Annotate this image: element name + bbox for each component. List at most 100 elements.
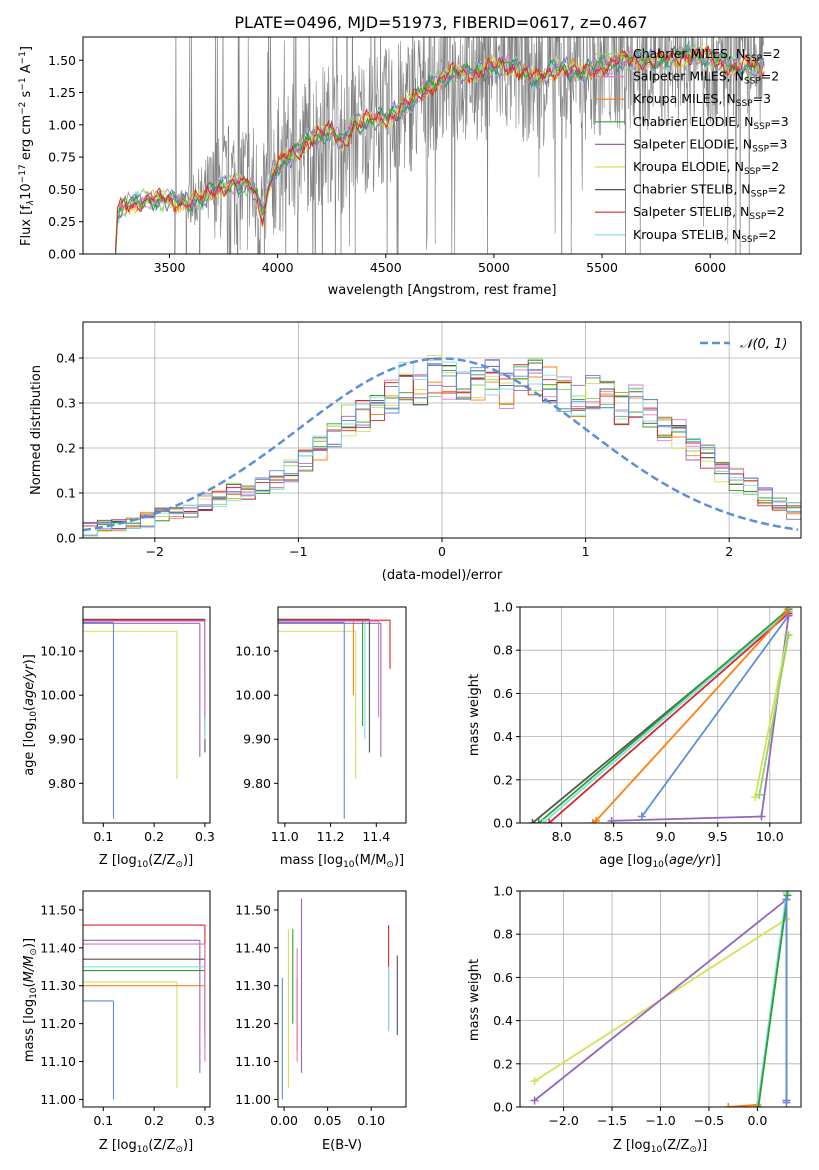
x-axis-label: mass [log10(M/M⊙)] [280, 853, 404, 870]
plot-weight-age: 8.0 8.5 9.0 9.5 10.0 0.0 0.2 0.4 0.6 0.8 1.0 age [l… [467, 600, 802, 870]
weight-series [756, 893, 788, 1107]
y-tick-label: 0.6 [493, 970, 513, 985]
legend: Chabrier MILES, NSSP=2 Salpeter MILES, NS… [595, 46, 789, 245]
x-tick-label: −0.5 [694, 1113, 724, 1128]
histogram-series [83, 359, 801, 530]
weight-marker [530, 1096, 539, 1105]
x-tick-label: 11.0 [271, 829, 299, 844]
legend-label: Chabrier STELIB, NSSP=2 [633, 182, 786, 200]
plot-area [83, 618, 206, 819]
weight-marker [782, 895, 791, 904]
weight-marker [751, 793, 760, 802]
y-axis-label: Normed distribution [29, 365, 44, 495]
weight-marker [591, 816, 600, 823]
x-tick-label: 0.3 [195, 1113, 215, 1128]
x-tick-label: 0.00 [270, 1113, 298, 1128]
y-tick-label: 0.8 [493, 643, 513, 658]
plot-area [528, 607, 793, 823]
model-spectrum [114, 44, 765, 245]
y-tick-label: 10.10 [235, 644, 271, 659]
figure-title: PLATE=0496, MJD=51973, FIBERID=0617, z=0… [234, 13, 647, 32]
weight-marker [534, 819, 543, 823]
legend-label: Kroupa MILES, NSSP=3 [633, 91, 771, 109]
y-tick-label: 10.00 [235, 688, 271, 703]
plot-residuals: −2 −1 0 1 2 0.0 0.1 0.2 0.3 0.4 𝒩(0, 1) (data-model… [29, 321, 802, 583]
y-tick-label: 0.00 [48, 247, 76, 262]
weight-marker [783, 891, 792, 900]
y-tick-label: 0.3 [56, 396, 76, 411]
axes-frame [82, 36, 802, 255]
x-tick-label: 10.0 [756, 829, 784, 844]
x-axis-label: (data-model)/error [382, 568, 503, 583]
weight-marker [757, 812, 766, 821]
y-tick-label: 9.80 [243, 776, 271, 791]
y-tick-label: 11.50 [40, 902, 76, 917]
y-axis-label: mass weight [467, 959, 482, 1041]
x-tick-label: −1 [289, 544, 307, 559]
y-tick-label: 0.8 [493, 927, 513, 942]
y-tick-label: 0.1 [56, 486, 76, 501]
y-tick-label: 0.2 [56, 441, 76, 456]
legend-label: 𝒩(0, 1) [740, 337, 787, 352]
x-tick-label: 6000 [694, 260, 726, 275]
y-axis-label: mass weight [467, 674, 482, 756]
weight-marker [528, 819, 537, 823]
x-tick-label: −2 [146, 544, 164, 559]
weight-series [757, 895, 789, 1107]
gaussian-curve [83, 357, 799, 532]
y-tick-label: 1.00 [48, 117, 76, 132]
y-tick-label: 0.25 [48, 214, 76, 229]
plot-mass-Z: 0.1 0.2 0.3 11.00 11.10 11.20 11.30 11.40 11.50 Z… [22, 890, 215, 1155]
histogram-series [83, 359, 801, 531]
x-tick-label: 0.2 [144, 829, 164, 844]
plot-age-Z: 0.1 0.2 0.3 9.80 9.90 10.00 10.10 Z [log10(Z/Z⊙… [22, 606, 215, 870]
weight-marker [784, 611, 793, 620]
axes-frame [82, 890, 211, 1108]
y-tick-label: 10.00 [40, 688, 76, 703]
y-tick-label: 0.4 [56, 351, 76, 366]
weight-marker [754, 1103, 763, 1107]
plot-mass-EBV: 0.00 0.05 0.10 11.00 11.10 11.20 11.30 11.40 11.… [235, 890, 407, 1153]
y-tick-label: 9.90 [243, 732, 271, 747]
y-tick-label: 11.50 [235, 902, 271, 917]
axes-frame [82, 606, 211, 824]
x-tick-label: 3500 [154, 260, 186, 275]
y-tick-label: 1.50 [48, 53, 76, 68]
weight-series [548, 612, 790, 823]
y-tick-label: 11.10 [235, 1054, 271, 1069]
weight-series [592, 610, 789, 823]
x-tick-label: 2 [725, 544, 733, 559]
x-tick-label: 8.0 [552, 829, 572, 844]
y-tick-label: 11.40 [235, 940, 271, 955]
weight-marker [755, 790, 764, 799]
y-tick-label: 1.0 [493, 600, 513, 615]
weight-marker [782, 1098, 791, 1107]
x-axis-label: wavelength [Angstrom, rest frame] [328, 283, 557, 298]
y-tick-label: 0.50 [48, 182, 76, 197]
y-tick-label: 0.75 [48, 150, 76, 165]
weight-series [641, 615, 790, 818]
y-tick-label: 11.40 [40, 940, 76, 955]
x-axis-label: Z [log10(Z/Z⊙)] [99, 1138, 193, 1155]
weight-marker [545, 819, 554, 823]
plot-age-mass: 11.0 11.2 11.4 9.80 9.90 10.00 10.10 mass [log1… [235, 606, 407, 870]
axes-frame [519, 606, 802, 824]
x-tick-label: 5000 [478, 260, 510, 275]
legend-label: Chabrier ELODIE, NSSP=3 [633, 114, 789, 132]
x-tick-label: 11.2 [317, 829, 345, 844]
y-tick-label: 11.30 [40, 978, 76, 993]
legend-label: Kroupa STELIB, NSSP=2 [633, 227, 777, 245]
x-tick-label: 9.0 [656, 829, 676, 844]
x-tick-label: 1 [582, 544, 590, 559]
x-tick-label: 0.10 [357, 1113, 385, 1128]
weight-series [533, 898, 788, 1102]
x-axis-label: age [log10(age/yr)] [599, 853, 721, 870]
axes-frame [277, 606, 407, 824]
y-tick-label: 11.20 [40, 1016, 76, 1031]
x-tick-label: 0.2 [144, 1113, 164, 1128]
x-axis-label: E(B-V) [322, 1138, 362, 1153]
axes-frame [277, 890, 407, 1108]
plot-area [114, 37, 765, 254]
weight-marker [607, 816, 616, 823]
